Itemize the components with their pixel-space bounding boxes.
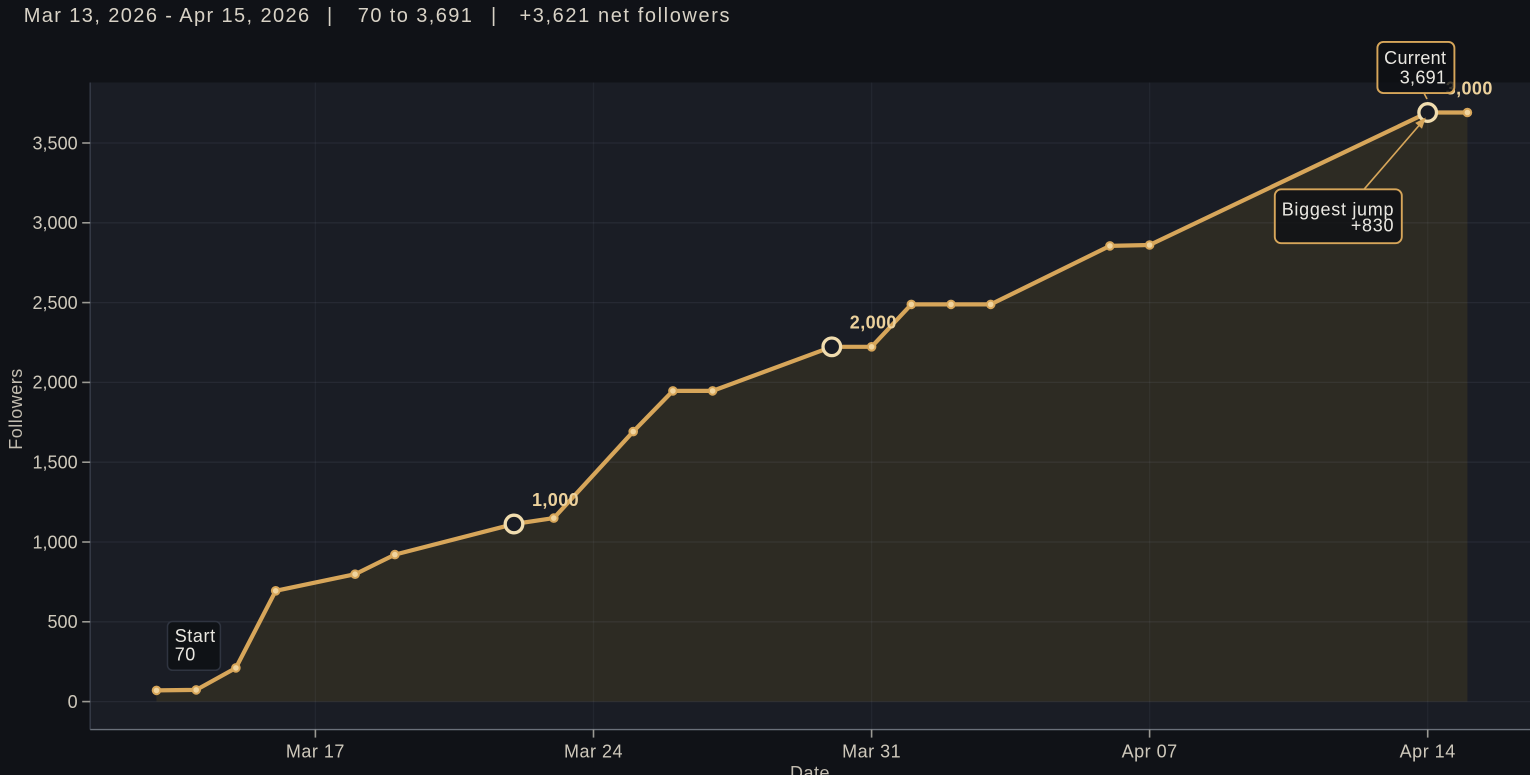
svg-text:Apr 07: Apr 07 xyxy=(1122,742,1178,762)
svg-text:0: 0 xyxy=(68,692,78,712)
svg-text:Current: Current xyxy=(1384,48,1446,68)
svg-text:Date: Date xyxy=(790,763,830,775)
svg-text:Mar 13, 2026 - Apr 15, 2026: Mar 13, 2026 - Apr 15, 2026 xyxy=(24,5,311,27)
svg-text:+3,621 net followers: +3,621 net followers xyxy=(520,5,732,27)
svg-text:|: | xyxy=(327,5,332,27)
svg-text:1,000: 1,000 xyxy=(33,532,78,552)
svg-text:2,000: 2,000 xyxy=(850,313,897,333)
svg-text:Followers: Followers xyxy=(6,368,26,450)
svg-text:Start: Start xyxy=(175,626,216,646)
svg-text:Mar 31: Mar 31 xyxy=(842,742,901,762)
svg-text:2,500: 2,500 xyxy=(33,293,78,313)
svg-text:2,000: 2,000 xyxy=(33,373,78,393)
svg-text:1,500: 1,500 xyxy=(33,453,78,473)
svg-text:+830: +830 xyxy=(1351,215,1394,235)
svg-text:Mar 17: Mar 17 xyxy=(286,742,345,762)
svg-text:3,000: 3,000 xyxy=(33,213,78,233)
svg-text:70: 70 xyxy=(175,645,196,665)
svg-text:3,000: 3,000 xyxy=(1446,78,1493,98)
svg-text:Biggest jump: Biggest jump xyxy=(1282,199,1394,219)
svg-text:1,000: 1,000 xyxy=(532,490,579,510)
svg-text:|: | xyxy=(491,5,496,27)
svg-text:500: 500 xyxy=(48,612,78,632)
svg-text:3,500: 3,500 xyxy=(33,133,78,153)
svg-text:Mar 24: Mar 24 xyxy=(564,742,623,762)
svg-text:70 to 3,691: 70 to 3,691 xyxy=(358,5,474,27)
svg-text:3,691: 3,691 xyxy=(1400,67,1447,87)
svg-text:Apr 14: Apr 14 xyxy=(1400,742,1456,762)
